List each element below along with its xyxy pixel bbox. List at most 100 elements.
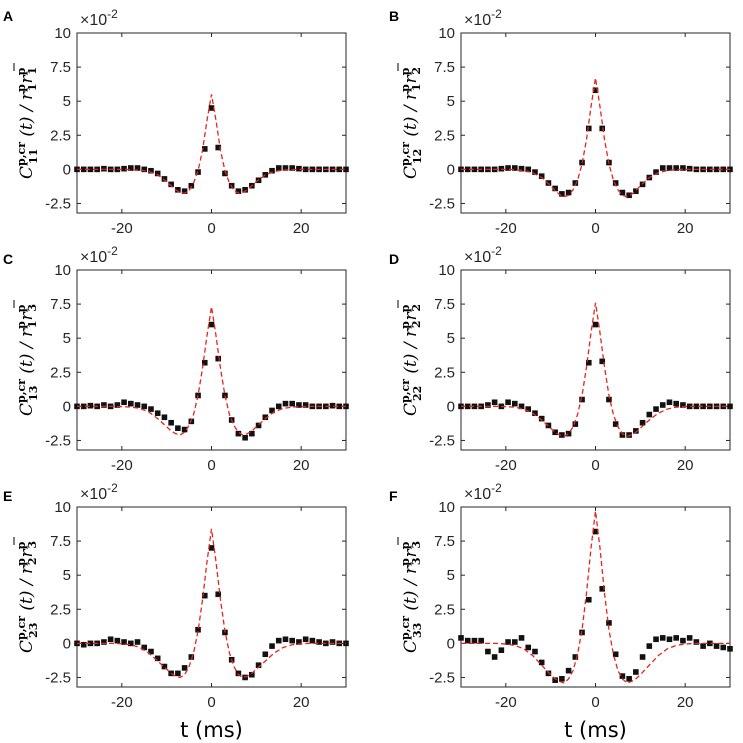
data-point [275, 637, 282, 644]
ylabel-rate-a-sub: 2 [410, 321, 423, 329]
data-point [552, 185, 558, 192]
data-point [148, 167, 154, 174]
ylabel-subscript: 13 [27, 386, 40, 401]
x-axis-label: t (ms) [180, 718, 243, 742]
data-point [512, 400, 518, 407]
data-point [282, 165, 289, 171]
data-point [336, 403, 343, 410]
scale-exponent: -2 [107, 481, 118, 495]
scale-base: ×10 [464, 12, 491, 29]
data-point [148, 406, 154, 412]
panel-letter: C [3, 251, 13, 267]
data-point [565, 430, 572, 437]
axes-box [76, 506, 347, 688]
ylabel-rate-a: r [401, 565, 421, 574]
data-point [491, 399, 498, 406]
data-point [518, 403, 525, 410]
ylabel-rate-b: r [17, 312, 37, 321]
scale-base: ×10 [80, 486, 107, 503]
ylabel-rate-b-sub: 3 [410, 541, 423, 549]
data-point [329, 639, 336, 645]
ylabel-rate-a: r [401, 328, 421, 337]
y-tick-label: 2.5 [434, 127, 455, 144]
data-point [296, 402, 302, 408]
data-point [653, 169, 659, 175]
scale-factor: ×10-2 [80, 244, 118, 266]
data-point [80, 403, 87, 410]
data-point [659, 402, 666, 408]
y-axis-label: Cp,cr13(t) / rp1rp3 [15, 304, 40, 416]
scale-factor: ×10-2 [464, 7, 502, 29]
data-point [255, 422, 262, 429]
data-point [464, 637, 471, 644]
theory-curve [77, 94, 346, 194]
data-point [559, 191, 565, 197]
data-point [646, 411, 653, 418]
data-point [201, 146, 208, 152]
data-point [269, 643, 275, 649]
data-point [134, 402, 141, 408]
data-point [720, 644, 727, 651]
y-tick-label: 0 [447, 398, 455, 415]
data-point [458, 635, 464, 641]
y-tick-label: 10 [438, 262, 455, 279]
theory-curve [77, 528, 346, 679]
data-point [727, 646, 733, 652]
ylabel-subscript: 12 [411, 149, 424, 164]
data-point [592, 528, 599, 535]
y-tick-label: 2.5 [434, 601, 455, 618]
scale-factor: ×10-2 [80, 481, 118, 503]
data-point [707, 640, 713, 647]
data-point [289, 165, 295, 171]
ylabel-rate-a-sup: p [399, 558, 412, 566]
ylabel-superscript: p,cr [15, 616, 28, 640]
data-point [262, 651, 269, 658]
panel-f: F-20 0 20-2.502.557.510×10-2Cp,cr33(t) / r… [389, 481, 733, 742]
y-tick-label: 5 [63, 567, 71, 584]
ylabel-rate-b: r [401, 75, 421, 84]
y-tick-label: 5 [63, 330, 71, 347]
ylabel-argument: (t) / [17, 337, 37, 374]
data-point [532, 410, 538, 416]
data-point [478, 637, 484, 644]
data-point [249, 430, 255, 437]
data-point [464, 166, 471, 173]
data-point [175, 670, 181, 677]
data-point [572, 654, 579, 660]
data-point [559, 432, 565, 438]
y-tick-label: 0 [447, 635, 455, 652]
theory-curve [77, 306, 346, 436]
data-point [538, 659, 545, 666]
ylabel-superscript: p,cr [399, 379, 412, 403]
y-tick-label: 2.5 [50, 364, 71, 381]
scale-exponent: -2 [491, 481, 502, 495]
scale-base: ×10 [464, 249, 491, 266]
theory-curve [461, 511, 730, 684]
ylabel-rate-b-sup: p [15, 67, 28, 75]
data-point [296, 165, 302, 172]
data-point [121, 165, 127, 172]
ylabel-rate-b: r [17, 549, 37, 558]
data-point [659, 635, 666, 641]
ylabel-rate-a-sup: p [15, 84, 28, 92]
data-point [296, 639, 302, 645]
panel-a: A-20 0 20-2.502.557.510×10-2Cp,cr11(t) / r… [3, 7, 349, 237]
data-point [619, 432, 626, 438]
data-point [612, 651, 619, 658]
data-point [80, 166, 87, 173]
data-point [141, 166, 148, 173]
x-tick-label: 0 [207, 457, 215, 474]
data-point [525, 406, 532, 412]
data-point [646, 643, 653, 649]
y-tick-label: 10 [54, 25, 71, 42]
y-tick-label: 2.5 [50, 601, 71, 618]
data-point [498, 165, 505, 172]
ylabel-symbol: C [401, 166, 421, 179]
y-tick-label: 7.5 [434, 533, 455, 550]
scale-factor: ×10-2 [464, 244, 502, 266]
ylabel-subscript: 11 [27, 149, 40, 164]
ylabel-rate-a-sup: p [15, 558, 28, 566]
data-point [532, 169, 538, 175]
data-point [114, 637, 121, 644]
y-tick-label: 5 [63, 93, 71, 110]
